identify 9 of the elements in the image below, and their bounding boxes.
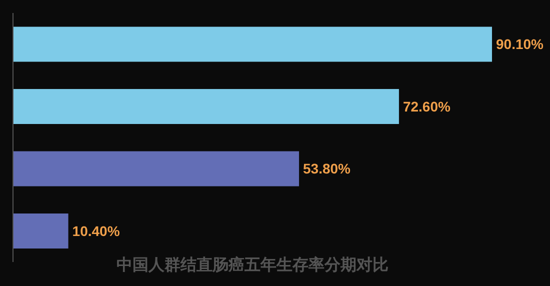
bar xyxy=(13,213,68,248)
bar xyxy=(13,151,300,186)
data-label: 53.80% xyxy=(303,160,352,177)
text: 中国人群结直肠癌五年生存率分期对比 xyxy=(116,255,390,276)
bar xyxy=(13,26,492,62)
bar xyxy=(13,88,399,124)
data-label: 72.60% xyxy=(402,98,451,114)
data-label: 90.10% xyxy=(496,36,544,52)
data-label: 10.40% xyxy=(72,222,120,239)
